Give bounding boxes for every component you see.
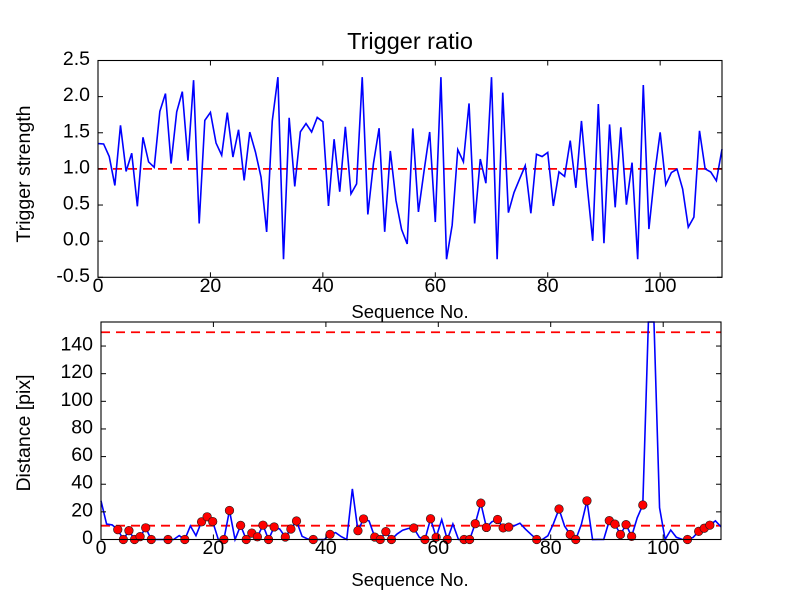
svg-text:2.0: 2.0: [63, 84, 90, 106]
svg-text:60: 60: [71, 444, 93, 466]
svg-text:0.5: 0.5: [63, 193, 90, 215]
svg-text:40: 40: [315, 537, 337, 559]
svg-text:Sequence No.: Sequence No.: [351, 301, 468, 322]
svg-text:120: 120: [60, 361, 93, 383]
svg-text:-0.5: -0.5: [56, 265, 90, 287]
svg-text:100: 100: [644, 275, 677, 297]
svg-text:Sequence No.: Sequence No.: [351, 569, 468, 590]
svg-text:0: 0: [93, 275, 104, 297]
svg-text:0.0: 0.0: [63, 229, 90, 251]
svg-text:2.5: 2.5: [63, 48, 90, 70]
svg-text:1.5: 1.5: [63, 120, 90, 142]
svg-text:80: 80: [71, 416, 93, 438]
svg-text:40: 40: [312, 275, 334, 297]
svg-text:20: 20: [71, 499, 93, 521]
svg-text:1.0: 1.0: [63, 156, 90, 178]
svg-text:20: 20: [203, 537, 225, 559]
svg-text:60: 60: [427, 537, 449, 559]
svg-text:Trigger strength: Trigger strength: [13, 106, 35, 243]
svg-text:100: 100: [647, 537, 680, 559]
svg-text:Distance [pix]: Distance [pix]: [13, 374, 35, 491]
svg-text:0: 0: [82, 527, 93, 549]
svg-text:100: 100: [60, 389, 93, 411]
svg-text:20: 20: [200, 275, 222, 297]
svg-text:40: 40: [71, 472, 93, 494]
svg-text:140: 140: [60, 334, 93, 356]
svg-text:80: 80: [540, 537, 562, 559]
svg-text:80: 80: [537, 275, 559, 297]
svg-text:Trigger ratio: Trigger ratio: [347, 28, 473, 54]
svg-text:0: 0: [96, 537, 107, 559]
svg-text:60: 60: [424, 275, 446, 297]
